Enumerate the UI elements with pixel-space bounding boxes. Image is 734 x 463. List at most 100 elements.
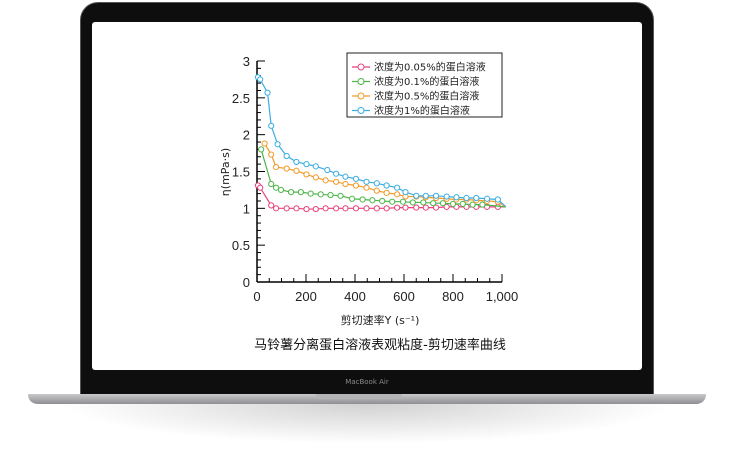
y-tick-label: 2.5 xyxy=(232,91,250,106)
data-point xyxy=(268,202,275,209)
chart-title: 马铃薯分离蛋白溶液表观粘度-剪切速率曲线 xyxy=(254,337,506,353)
x-tick-label: 0 xyxy=(253,289,260,304)
data-point xyxy=(322,177,329,184)
data-point xyxy=(373,205,380,212)
data-point xyxy=(449,200,457,208)
legend: 浓度为0.05%的蛋白溶液浓度为0.1%的蛋白溶液浓度为0.5%的蛋白溶液浓度为… xyxy=(346,52,503,118)
data-point xyxy=(303,205,310,213)
data-point xyxy=(333,178,340,185)
data-point xyxy=(312,174,319,181)
data-point xyxy=(420,199,427,206)
data-point xyxy=(342,205,349,212)
data-point xyxy=(352,175,360,182)
data-point xyxy=(383,189,390,196)
y-tick-label: 1.5 xyxy=(232,165,250,180)
data-point xyxy=(337,192,344,199)
data-point xyxy=(264,89,271,96)
data-point xyxy=(422,192,429,199)
data-point xyxy=(463,194,470,202)
legend-label: 浓度为0.1%的蛋白溶液 xyxy=(374,75,479,88)
axes: 0 200 400 600 800 1,000 0 0.5 1 1.5 2 2.5 3 xyxy=(232,54,518,304)
data-point xyxy=(297,189,304,196)
data-point xyxy=(287,189,295,196)
laptop-shadow xyxy=(60,404,674,444)
data-point xyxy=(261,140,268,147)
data-point xyxy=(389,198,396,205)
data-point xyxy=(479,201,486,208)
data-point xyxy=(348,195,356,202)
data-point xyxy=(303,171,310,178)
data-point xyxy=(293,158,300,166)
x-tick-label: 800 xyxy=(442,289,464,304)
data-point xyxy=(394,184,401,191)
data-point xyxy=(352,205,360,212)
data-point xyxy=(363,178,370,185)
x-tick-label: 400 xyxy=(344,289,366,304)
series-3 xyxy=(254,74,507,208)
data-point xyxy=(268,122,275,129)
data-point xyxy=(363,184,370,191)
data-point xyxy=(373,180,380,187)
data-point xyxy=(283,165,290,172)
data-point xyxy=(432,204,440,211)
data-point xyxy=(363,205,370,212)
y-tick-label: 0 xyxy=(243,275,250,290)
data-point xyxy=(257,184,264,191)
data-point xyxy=(453,194,460,201)
data-point xyxy=(473,194,480,202)
data-point xyxy=(307,190,314,197)
data-point xyxy=(273,184,280,191)
y-tick-label: 3 xyxy=(243,54,250,69)
data-point xyxy=(439,200,447,207)
data-point xyxy=(494,196,501,203)
legend-label: 浓度为1%的蛋白溶液 xyxy=(374,104,470,117)
x-tick-label: 600 xyxy=(393,289,415,304)
legend-marker xyxy=(357,78,365,85)
data-point xyxy=(268,151,275,158)
data-point xyxy=(394,204,401,211)
data-point xyxy=(413,204,420,211)
data-point xyxy=(443,203,450,210)
data-point xyxy=(342,173,349,180)
data-point xyxy=(430,200,437,207)
x-tick-label: 1,000 xyxy=(486,289,519,304)
data-point xyxy=(322,205,329,212)
data-point xyxy=(277,186,285,194)
data-point xyxy=(383,182,390,189)
data-point xyxy=(258,146,265,153)
data-point xyxy=(303,161,310,168)
data-point xyxy=(483,195,491,202)
legend-label: 浓度为0.5%的蛋白溶液 xyxy=(374,90,479,103)
data-point xyxy=(312,205,319,213)
data-point xyxy=(459,200,466,208)
data-point xyxy=(413,192,420,199)
data-point xyxy=(369,197,376,204)
laptop-notch xyxy=(316,394,402,399)
data-point xyxy=(273,163,280,171)
data-point xyxy=(274,141,281,148)
series-1 xyxy=(258,146,506,208)
data-point xyxy=(324,166,331,174)
data-point xyxy=(432,192,440,199)
data-point xyxy=(333,205,340,212)
data-point xyxy=(394,191,401,198)
data-point xyxy=(379,197,386,205)
data-point xyxy=(312,163,319,170)
legend-label: 浓度为0.05%的蛋白溶液 xyxy=(374,61,486,74)
series-line xyxy=(257,76,507,208)
data-point xyxy=(283,205,290,212)
x-tick-label: 200 xyxy=(295,289,317,304)
data-point xyxy=(402,204,409,211)
data-point xyxy=(373,187,380,194)
legend-box xyxy=(346,52,503,118)
legend-marker xyxy=(357,63,365,71)
brand-label: MacBook Air xyxy=(345,378,389,386)
data-point xyxy=(273,205,280,212)
data-point xyxy=(283,152,290,160)
data-point xyxy=(257,76,264,83)
data-point xyxy=(422,204,429,211)
data-point xyxy=(399,198,407,205)
y-tick-label: 0.5 xyxy=(232,238,250,253)
data-point xyxy=(293,205,300,212)
